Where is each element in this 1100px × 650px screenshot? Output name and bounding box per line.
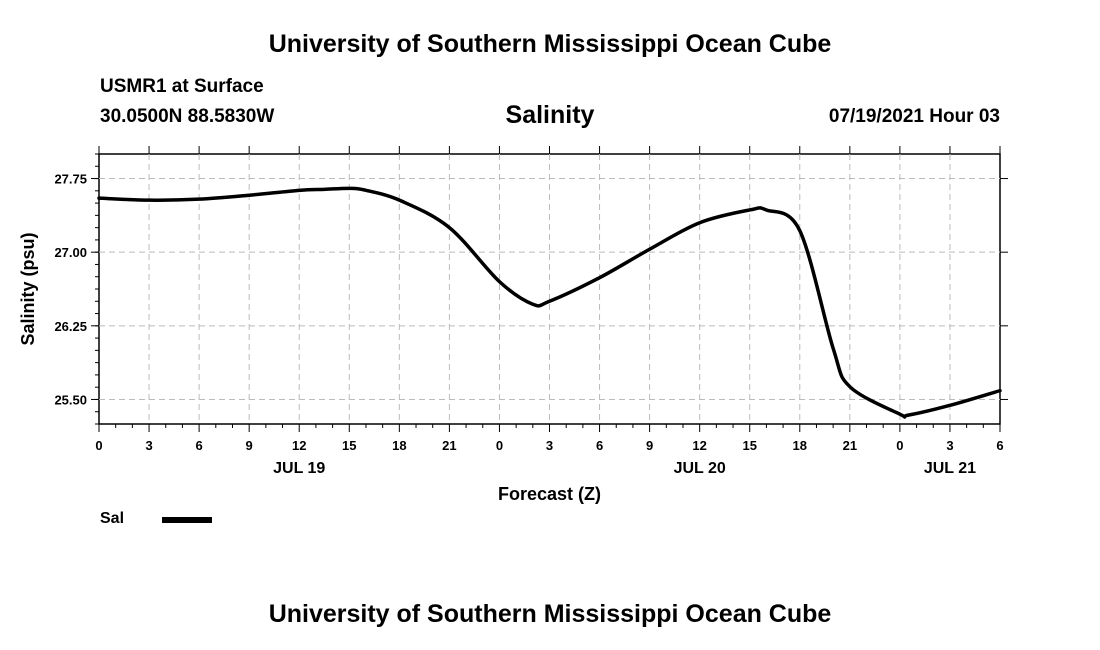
x-tick-label: 3 [946, 438, 953, 453]
x-tick-label: 9 [646, 438, 653, 453]
x-tick-label: 15 [742, 438, 756, 453]
y-tick-label: 27.00 [54, 245, 87, 260]
x-tick-label: 0 [496, 438, 503, 453]
x-tick-label: 6 [596, 438, 603, 453]
y-tick-label: 27.75 [54, 172, 87, 187]
y-tick-label: 26.25 [54, 319, 87, 334]
x-tick-label: 0 [896, 438, 903, 453]
page-title: University of Southern Mississippi Ocean… [268, 30, 832, 58]
x-tick-label: 6 [195, 438, 202, 453]
x-axis-label: Forecast (Z) [498, 484, 601, 504]
x-tick-label: 12 [292, 438, 306, 453]
x-tick-label: 9 [246, 438, 253, 453]
y-axis-label: Salinity (psu) [18, 232, 38, 345]
x-tick-label: 3 [546, 438, 553, 453]
series-line-sal [97, 186, 1002, 419]
station-label: USMR1 at Surface [100, 76, 264, 97]
x-tick-label: 6 [996, 438, 1003, 453]
x-tick-label: 18 [793, 438, 807, 453]
x-tick-label: 12 [692, 438, 706, 453]
x-tick-label: 15 [342, 438, 356, 453]
forecast-datetime: 07/19/2021 Hour 03 [828, 106, 1000, 127]
date-label: JUL 21 [924, 460, 976, 477]
x-tick-label: 18 [392, 438, 406, 453]
x-tick-label: 21 [442, 438, 456, 453]
legend-line-swatch [162, 517, 212, 523]
x-tick-label: 21 [843, 438, 857, 453]
y-tick-label: 25.50 [54, 392, 87, 407]
date-label: JUL 19 [273, 460, 325, 477]
footer-title: University of Southern Mississippi Ocean… [268, 600, 832, 628]
x-tick-label: 3 [145, 438, 152, 453]
date-label: JUL 20 [674, 460, 726, 477]
coordinates-label: 30.0500N 88.5830W [100, 106, 275, 127]
x-tick-label: 0 [95, 438, 102, 453]
legend-label: Sal [100, 510, 125, 527]
chart-title: Salinity [505, 101, 595, 129]
